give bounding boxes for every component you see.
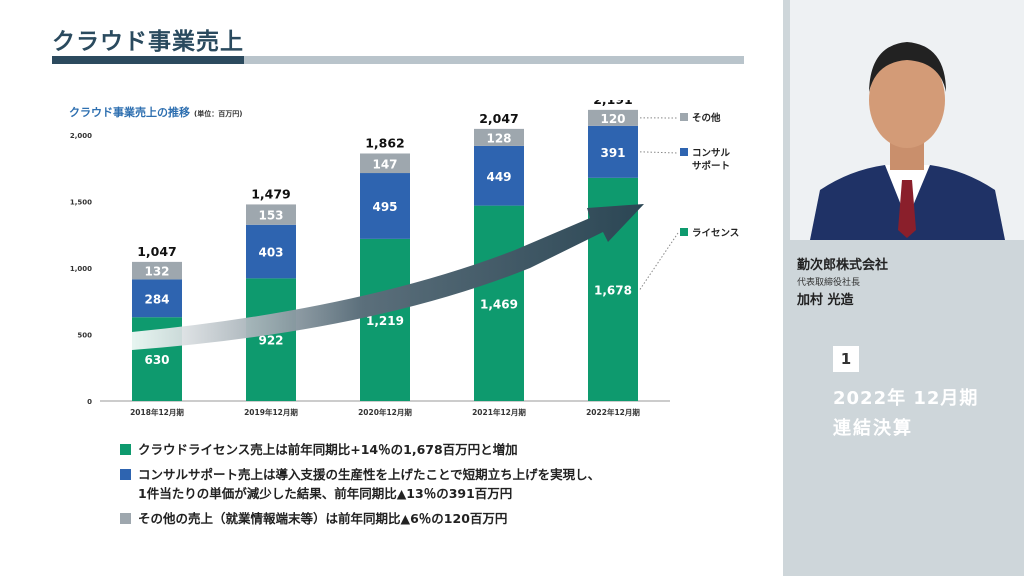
section-number: 1 bbox=[833, 346, 859, 372]
bullet-other: その他の売上（就業情報端末等）は前年同期比▲6％の120百万円 bbox=[120, 509, 600, 528]
legend-swatch bbox=[680, 148, 688, 156]
chart-heading: クラウド事業売上の推移 bbox=[69, 106, 190, 119]
bullet-text: クラウドライセンス売上は前年同期比+14％の1,678百万円と増加 bbox=[138, 442, 518, 457]
y-tick-label: 2,000 bbox=[70, 132, 92, 140]
bar-segment bbox=[588, 125, 638, 178]
bullet-marker bbox=[120, 469, 131, 480]
speaker-name: 加村 光造 bbox=[797, 293, 854, 308]
bar-value-label: 449 bbox=[486, 170, 511, 184]
bullet-license: クラウドライセンス売上は前年同期比+14％の1,678百万円と増加 bbox=[120, 440, 600, 459]
bar-total-label: 1,479 bbox=[251, 186, 291, 201]
bar-value-label: 922 bbox=[258, 334, 283, 348]
bar-value-label: 1,678 bbox=[594, 283, 632, 297]
bar-total-label: 2,191 bbox=[593, 100, 633, 107]
bar-segment bbox=[474, 145, 524, 206]
chart-title: クラウド事業売上の推移 (単位：百万円) bbox=[69, 104, 242, 120]
bar-total-label: 1,862 bbox=[365, 135, 405, 150]
bullet-marker bbox=[120, 513, 131, 524]
bar-value-label: 147 bbox=[372, 157, 397, 171]
bar-segment bbox=[360, 173, 410, 239]
stacked-bar-chart: 0 500 1,000 1,500 2,000 630 284 132 1,047 2018年12… bbox=[70, 100, 739, 417]
bullet-marker bbox=[120, 444, 131, 455]
x-tick-label: 2021年12月期 bbox=[472, 407, 526, 417]
legend-label: サポート bbox=[692, 160, 730, 172]
bar-total-label: 2,047 bbox=[479, 111, 519, 126]
bar-value-label: 630 bbox=[144, 353, 169, 367]
bar-segment bbox=[246, 278, 296, 401]
bar-segment bbox=[474, 205, 524, 401]
bullet-text: コンサルサポート売上は導入支援の生産性を上げたことで短期立ち上げを実現し、 bbox=[138, 467, 601, 482]
bar-total-label: 1,047 bbox=[137, 244, 177, 259]
bar-value-label: 1,219 bbox=[366, 314, 404, 328]
y-tick-label: 0 bbox=[87, 398, 92, 406]
bar-segment bbox=[474, 128, 524, 146]
y-tick-label: 1,500 bbox=[70, 199, 92, 207]
bullet-text-line2: 1件当たりの単価が減少した結果、前年同期比▲13％の391百万円 bbox=[138, 486, 513, 501]
x-tick-label: 2018年12月期 bbox=[130, 407, 184, 417]
bar-value-label: 132 bbox=[144, 265, 169, 279]
legend-label: コンサル bbox=[692, 148, 731, 159]
bar-segment bbox=[132, 261, 182, 280]
section-period: 2022年 12月期 bbox=[833, 388, 979, 409]
bar-segment bbox=[588, 109, 638, 126]
bar-value-label: 128 bbox=[486, 131, 511, 145]
legend-swatch bbox=[680, 228, 688, 236]
section-title: 連結決算 bbox=[833, 418, 913, 439]
bar-value-label: 153 bbox=[258, 209, 283, 223]
bar-segment bbox=[360, 153, 410, 174]
chart-unit: (単位：百万円) bbox=[194, 110, 243, 118]
bullet-list: クラウドライセンス売上は前年同期比+14％の1,678百万円と増加 コンサルサポ… bbox=[120, 440, 600, 534]
legend-label: ライセンス bbox=[692, 228, 739, 239]
bar-segment bbox=[132, 279, 182, 318]
slide: クラウド事業売上 0 500 1,000 1,500 2,000 630 284 132 1,0… bbox=[52, 29, 744, 534]
bar-segment bbox=[360, 238, 410, 401]
bullet-consulting: コンサルサポート売上は導入支援の生産性を上げたことで短期立ち上げを実現し、 1件… bbox=[120, 465, 600, 503]
bar-value-label: 495 bbox=[372, 200, 397, 214]
legend-leader-line bbox=[639, 151, 679, 154]
title-underline-accent bbox=[52, 56, 244, 64]
bar-value-label: 284 bbox=[144, 292, 169, 306]
company-name: 勤次郎株式会社 bbox=[797, 258, 889, 273]
bar-value-label: 391 bbox=[600, 146, 625, 160]
legend-label: その他 bbox=[692, 112, 721, 124]
bullet-text: その他の売上（就業情報端末等）は前年同期比▲6％の120百万円 bbox=[138, 511, 508, 526]
title-underline bbox=[244, 56, 744, 64]
x-tick-label: 2019年12月期 bbox=[244, 407, 298, 417]
x-tick-label: 2020年12月期 bbox=[358, 407, 412, 417]
bar-value-label: 120 bbox=[600, 112, 625, 126]
y-tick-label: 1,000 bbox=[70, 265, 92, 273]
speaker-video bbox=[790, 0, 1024, 240]
bar-value-label: 403 bbox=[258, 246, 283, 260]
x-tick-label: 2022年12月期 bbox=[586, 407, 640, 417]
speaker-portrait-image bbox=[790, 0, 1024, 240]
legend-swatch bbox=[680, 113, 688, 121]
speaker-role: 代表取締役社長 bbox=[797, 278, 861, 288]
bar-value-label: 1,469 bbox=[480, 297, 518, 311]
growth-arrow bbox=[132, 204, 644, 350]
page-title: クラウド事業売上 bbox=[52, 29, 244, 55]
bar-segment bbox=[246, 224, 296, 279]
bar-segment bbox=[246, 204, 296, 225]
legend-leader-line bbox=[639, 232, 679, 290]
y-tick-label: 500 bbox=[77, 332, 92, 340]
